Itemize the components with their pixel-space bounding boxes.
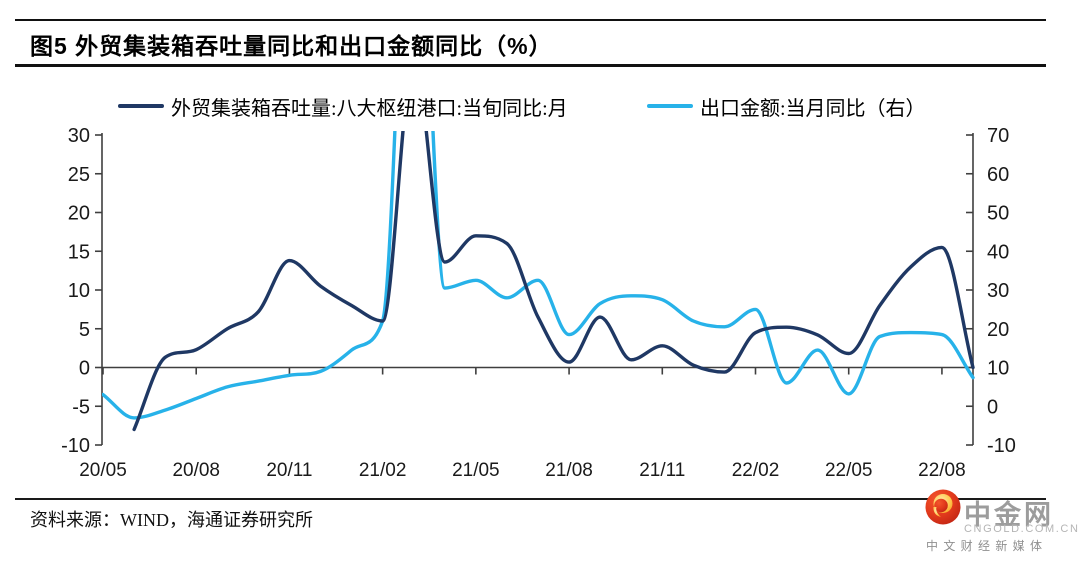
header-rule-top (15, 19, 1046, 21)
right-axis-tick-label: 10 (987, 358, 1009, 380)
left-axis-tick-label: 15 (68, 241, 90, 263)
x-axis-tick-label: 22/05 (825, 460, 873, 481)
source-text: 资料来源：WIND，海通证券研究所 (30, 510, 313, 530)
right-axis-tick-label: 40 (987, 241, 1009, 263)
figure-title: 图5 外贸集装箱吞吐量同比和出口金额同比（%） (30, 33, 553, 59)
x-axis-tick-label: 20/08 (172, 460, 220, 481)
left-axis-ticks: 30 25 20 15 10 5 0 -5 -10 (61, 125, 102, 457)
x-axis-ticks: 20/05 20/08 20/11 21/02 21/05 21/08 21/11 22/02… (79, 367, 966, 481)
left-axis-tick-label: -5 (72, 396, 90, 418)
right-axis-ticks: 70 60 50 40 30 20 10 0 -10 (966, 125, 1016, 457)
left-axis-tick-label: 0 (79, 358, 90, 380)
left-axis-tick-label: 25 (68, 164, 90, 186)
left-axis-tick-label: 20 (68, 203, 90, 225)
x-axis-tick-label: 21/02 (359, 460, 407, 481)
legend-item-throughput: 外贸集装箱吞吐量:八大枢纽港口:当旬同比:月 (118, 94, 568, 120)
x-axis-tick-label: 22/02 (732, 460, 780, 481)
x-axis-tick-label: 21/08 (545, 460, 593, 481)
cngold-logo: 中金网 CNGOLD.COM.CN 中 文 财 经 新 媒 体 (920, 485, 1078, 555)
right-axis-tick-label: -10 (987, 435, 1016, 457)
cngold-logo-name: 中金网 (964, 500, 1054, 530)
right-axis-tick-label: 70 (987, 125, 1009, 147)
left-axis-tick-label: 10 (68, 280, 90, 302)
x-axis-tick-label: 20/11 (266, 460, 312, 481)
x-axis-tick-label: 20/05 (79, 460, 127, 481)
x-axis-tick-label: 22/08 (918, 460, 966, 481)
left-axis-tick-label: 5 (79, 319, 90, 341)
left-axis-tick-label: 30 (68, 125, 90, 147)
legend-label-export: 出口金额:当月同比（右） (700, 97, 926, 120)
right-axis-tick-label: 60 (987, 164, 1009, 186)
right-axis-tick-label: 20 (987, 319, 1009, 341)
right-axis-tick-label: 30 (987, 280, 1009, 302)
legend-label-throughput: 外贸集装箱吞吐量:八大枢纽港口:当旬同比:月 (171, 97, 568, 120)
legend-line-swatch-navy (118, 104, 164, 108)
right-axis-tick-label: 0 (987, 396, 998, 418)
cngold-logo-tagline: 中 文 财 经 新 媒 体 (926, 539, 1044, 553)
header-rule-bottom (15, 64, 1046, 67)
left-axis-tick-label: -10 (61, 435, 90, 457)
footer-rule (15, 498, 1046, 500)
x-axis-tick-label: 21/05 (452, 460, 500, 481)
series-line-export (102, 131, 975, 420)
right-axis-tick-label: 50 (987, 203, 1009, 225)
cngold-logo-domain: CNGOLD.COM.CN (964, 523, 1080, 535)
legend-item-export: 出口金额:当月同比（右） (647, 94, 926, 120)
legend-line-swatch-lightblue (647, 104, 693, 108)
x-axis-tick-label: 21/11 (639, 460, 685, 481)
series-line-throughput (132, 131, 975, 432)
cngold-logo-mark-icon (925, 489, 961, 525)
